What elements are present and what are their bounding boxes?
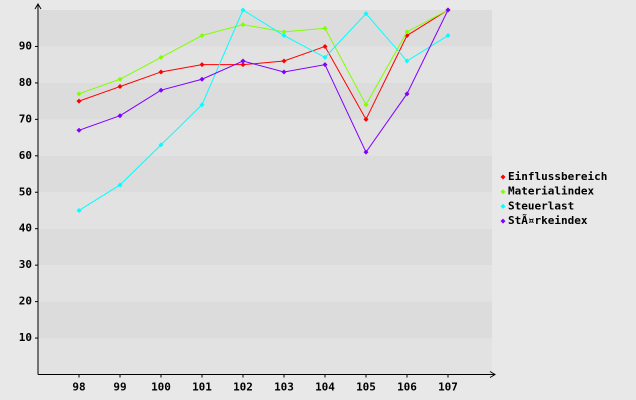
point-marker: [240, 7, 246, 13]
point-marker: [404, 29, 410, 35]
x-tick-label: 101: [192, 381, 212, 394]
grid-band: [38, 155, 492, 193]
point-marker: [199, 62, 205, 68]
series-line: [78, 9, 449, 106]
point-marker: [322, 62, 328, 68]
point-marker: [117, 182, 123, 188]
series-line: [78, 9, 449, 154]
point-marker: [240, 22, 246, 28]
grid-band: [38, 192, 492, 229]
grid-band: [38, 119, 492, 156]
point-marker: [76, 98, 82, 104]
point-marker: [363, 116, 369, 122]
point-marker: [322, 25, 328, 31]
legend-label: Einflussbereich: [508, 170, 607, 183]
point-marker: [281, 69, 287, 75]
point-marker: [158, 69, 164, 75]
point-marker: [240, 62, 246, 68]
point-marker: [199, 76, 205, 82]
point-marker: [158, 87, 164, 93]
point-marker: [363, 149, 369, 155]
x-axis-arrow: [489, 371, 496, 378]
point-marker: [281, 33, 287, 39]
legend-marker: [500, 189, 506, 195]
x-tick-label: 99: [113, 381, 126, 394]
point-marker: [117, 84, 123, 90]
point-marker: [76, 127, 82, 133]
y-axis-arrow: [34, 3, 42, 10]
y-tick-label: 40: [19, 222, 32, 235]
grid-band: [38, 82, 492, 120]
grid-band: [38, 265, 492, 302]
point-marker: [404, 91, 410, 97]
y-tick-label: 20: [19, 295, 32, 308]
point-marker: [199, 33, 205, 39]
y-tick-label: 60: [19, 149, 32, 162]
grid-band: [38, 46, 492, 83]
legend-marker: [500, 174, 506, 180]
point-marker: [445, 7, 451, 13]
y-tick-label: 50: [19, 185, 32, 198]
series-line: [78, 9, 449, 211]
x-tick-label: 107: [438, 381, 458, 394]
legend-label: Materialindex: [508, 185, 594, 198]
legend-label: Steuerlast: [508, 199, 574, 212]
legend-marker: [500, 203, 506, 209]
grid-band: [38, 228, 492, 266]
x-tick-label: 100: [151, 381, 171, 394]
y-tick-label: 30: [19, 258, 32, 271]
point-marker: [117, 113, 123, 119]
point-marker: [199, 102, 205, 108]
point-marker: [281, 58, 287, 64]
legend-marker: [500, 218, 506, 224]
x-tick-label: 102: [233, 381, 253, 394]
point-marker: [322, 54, 328, 60]
point-marker: [281, 29, 287, 35]
point-marker: [117, 76, 123, 82]
x-tick-label: 104: [315, 381, 335, 394]
grid-band: [38, 338, 492, 375]
series-line: [78, 9, 449, 121]
y-tick-label: 80: [19, 76, 32, 89]
point-marker: [445, 33, 451, 39]
point-marker: [76, 91, 82, 97]
y-tick-label: 90: [19, 39, 32, 52]
x-tick-label: 106: [397, 381, 417, 394]
point-marker: [363, 11, 369, 17]
x-tick-label: 103: [274, 381, 294, 394]
y-tick-label: 10: [19, 331, 32, 344]
legend-label: StÃ¤rkeindex: [508, 214, 588, 227]
x-tick-label: 98: [72, 381, 85, 394]
point-marker: [240, 58, 246, 64]
point-marker: [363, 102, 369, 108]
point-marker: [158, 54, 164, 60]
y-tick-label: 70: [19, 112, 32, 125]
x-tick-label: 105: [356, 381, 376, 394]
point-marker: [404, 58, 410, 64]
point-marker: [76, 207, 82, 213]
grid-band: [38, 301, 492, 339]
point-marker: [158, 142, 164, 148]
point-marker: [322, 43, 328, 49]
